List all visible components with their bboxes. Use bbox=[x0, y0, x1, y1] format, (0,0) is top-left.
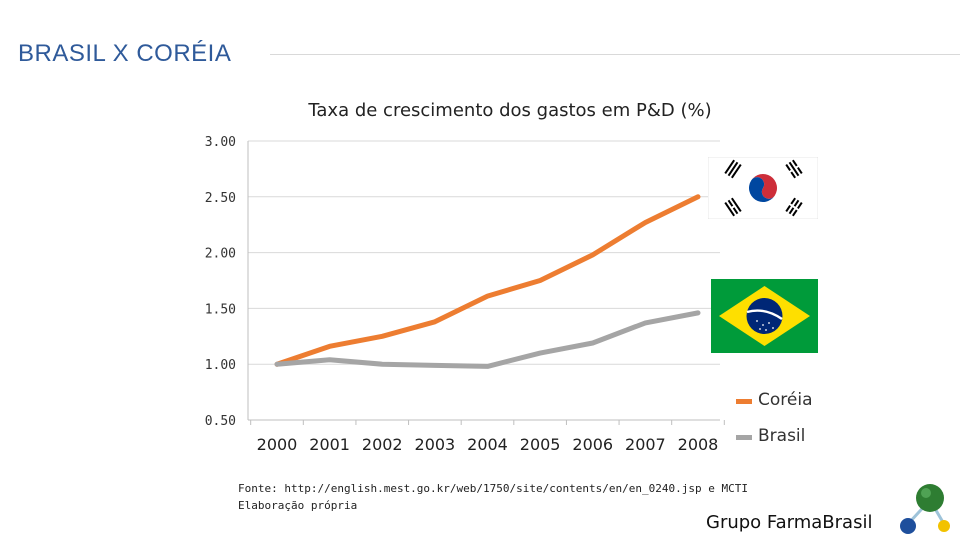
brand-name: Grupo FarmaBrasil bbox=[706, 512, 873, 533]
legend-swatch-coreia bbox=[736, 399, 752, 404]
x-tick-label: 2006 bbox=[572, 435, 613, 454]
y-tick-label: 1.00 bbox=[205, 358, 236, 373]
x-tick-label: 2001 bbox=[309, 435, 350, 454]
source-line: Fonte: http://english.mest.go.kr/web/175… bbox=[238, 482, 748, 495]
y-tick-label: 3.00 bbox=[205, 135, 236, 150]
series-line-brasil bbox=[274, 310, 701, 369]
source-credit: Elaboração própria bbox=[238, 499, 358, 512]
chart-title: Taxa de crescimento dos gastos em P&D (%… bbox=[308, 100, 712, 121]
x-tick-label: 2000 bbox=[257, 435, 298, 454]
y-tick-label: 2.00 bbox=[205, 247, 236, 262]
y-tick-label: 1.50 bbox=[205, 302, 236, 317]
legend-label-coreia: Coréia bbox=[758, 390, 813, 410]
y-tick-label: 2.50 bbox=[205, 191, 236, 206]
y-tick-label: 0.50 bbox=[205, 414, 236, 429]
x-tick-label: 2003 bbox=[415, 435, 456, 454]
series-line-coreia bbox=[274, 194, 701, 367]
legend-swatch-brasil bbox=[736, 435, 752, 440]
x-tick-label: 2008 bbox=[678, 435, 719, 454]
x-tick-label: 2004 bbox=[467, 435, 508, 454]
x-tick-label: 2007 bbox=[625, 435, 666, 454]
south-korea-flag-icon bbox=[708, 157, 818, 219]
legend-label-brasil: Brasil bbox=[758, 426, 806, 446]
title-divider bbox=[270, 54, 960, 55]
x-tick-label: 2005 bbox=[520, 435, 561, 454]
x-tick-label: 2002 bbox=[362, 435, 403, 454]
brazil-flag-icon bbox=[711, 279, 818, 353]
source-note: Fonte: http://english.mest.go.kr/web/175… bbox=[238, 480, 748, 514]
slide-title: BRASIL X CORÉIA bbox=[18, 40, 232, 67]
molecule-logo-icon bbox=[900, 484, 950, 534]
